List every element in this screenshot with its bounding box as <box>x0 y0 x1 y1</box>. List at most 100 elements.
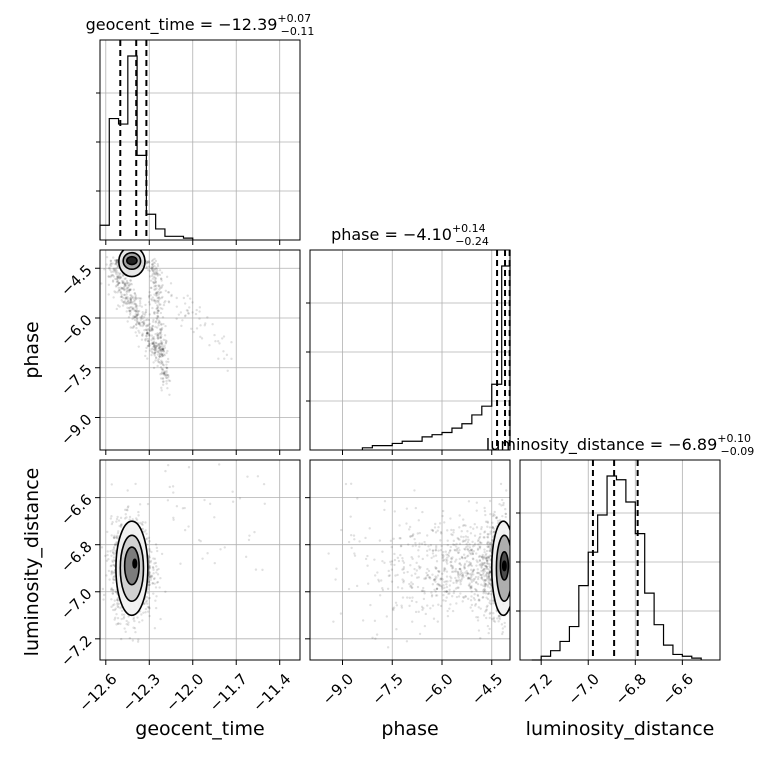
scatter-point <box>479 545 482 548</box>
scatter-point <box>101 587 105 591</box>
scatter-point <box>161 348 165 351</box>
scatter-point <box>157 309 160 313</box>
scatter-point <box>151 272 155 276</box>
scatter-point <box>466 548 469 551</box>
scatter-point <box>160 348 163 351</box>
scatter-point <box>162 372 166 375</box>
scatter-point <box>484 584 487 588</box>
scatter-point <box>409 535 412 539</box>
scatter-point <box>468 560 471 564</box>
scatter-point <box>136 305 139 308</box>
scatter-point <box>469 525 472 529</box>
scatter-point <box>429 607 432 610</box>
scatter-point <box>486 585 490 588</box>
scatter-point <box>151 566 155 569</box>
scatter-point <box>161 347 164 350</box>
scatter-point <box>150 259 154 263</box>
scatter-point <box>155 311 159 314</box>
scatter-point <box>483 536 486 539</box>
scatter-point <box>116 622 120 626</box>
scatter-point <box>427 545 430 548</box>
scatter-point <box>157 273 160 276</box>
scatter-point <box>332 620 335 623</box>
scatter-point <box>453 543 456 547</box>
scatter-point <box>156 350 160 353</box>
scatter-point <box>153 278 157 282</box>
scatter-point <box>151 324 155 328</box>
scatter-point <box>144 303 147 307</box>
scatter-point <box>134 305 138 308</box>
scatter-point <box>148 566 151 569</box>
scatter-point <box>481 556 484 560</box>
scatter-point <box>482 614 486 617</box>
scatter-geocent_time-vs-luminosity_distance: −12.6−12.3−12.0−11.7−11.4−7.2−7.0−6.8−6.… <box>57 459 301 715</box>
scatter-point <box>442 584 445 587</box>
scatter-point <box>159 277 163 281</box>
panel-frame <box>99 459 301 661</box>
scatter-point <box>480 569 483 573</box>
scatter-point <box>145 537 148 541</box>
scatter-point <box>126 286 130 290</box>
scatter-point <box>126 286 129 290</box>
scatter-point <box>503 621 506 625</box>
scatter-point <box>126 288 129 292</box>
scatter-point <box>445 596 448 599</box>
scatter-point <box>466 535 470 539</box>
scatter-point <box>167 300 170 303</box>
scatter-point <box>456 573 460 576</box>
scatter-point <box>395 604 399 607</box>
scatter-point <box>437 603 440 606</box>
scatter-point <box>162 372 165 375</box>
scatter-point <box>435 560 439 563</box>
scatter-point <box>159 328 162 331</box>
scatter-point <box>458 538 461 541</box>
scatter-point <box>469 563 472 567</box>
scatter-point <box>231 500 235 503</box>
scatter-point <box>114 262 118 265</box>
scatter-point <box>485 605 489 609</box>
scatter-point <box>445 553 448 556</box>
scatter-point <box>156 309 159 313</box>
scatter-point <box>120 524 123 527</box>
scatter-point <box>149 575 153 578</box>
scatter-point <box>180 324 183 328</box>
scatter-point <box>153 337 156 341</box>
scatter-point <box>468 551 472 555</box>
scatter-point <box>484 583 487 587</box>
scatter-point <box>480 555 483 559</box>
scatter-point <box>148 540 151 543</box>
scatter-point <box>458 567 462 571</box>
scatter-point <box>158 349 161 353</box>
scatter-point <box>486 542 489 545</box>
scatter-point <box>471 551 474 554</box>
scatter-point <box>469 587 472 590</box>
scatter-point <box>129 301 133 304</box>
scatter-point <box>487 556 491 559</box>
scatter-point <box>155 267 158 271</box>
scatter-point <box>112 275 116 278</box>
scatter-point <box>160 335 163 338</box>
scatter-point <box>129 279 132 282</box>
scatter-point <box>152 366 156 370</box>
scatter-point <box>444 550 447 553</box>
scatter-point <box>478 547 482 550</box>
scatter-point <box>423 540 426 544</box>
scatter-point <box>140 305 144 308</box>
scatter-point <box>218 342 221 345</box>
scatter-point <box>408 596 412 600</box>
scatter-point <box>442 558 446 562</box>
scatter-point <box>410 599 414 603</box>
scatter-point <box>168 379 172 383</box>
scatter-point <box>159 336 162 340</box>
scatter-point <box>466 530 469 533</box>
scatter-point <box>137 321 141 325</box>
scatter-point <box>112 588 115 592</box>
scatter-point <box>130 283 133 286</box>
scatter-point <box>124 301 128 305</box>
scatter-point <box>473 522 476 526</box>
scatter-point <box>389 539 393 543</box>
scatter-point <box>383 500 387 503</box>
scatter-point <box>109 275 112 279</box>
scatter-point <box>434 594 438 597</box>
